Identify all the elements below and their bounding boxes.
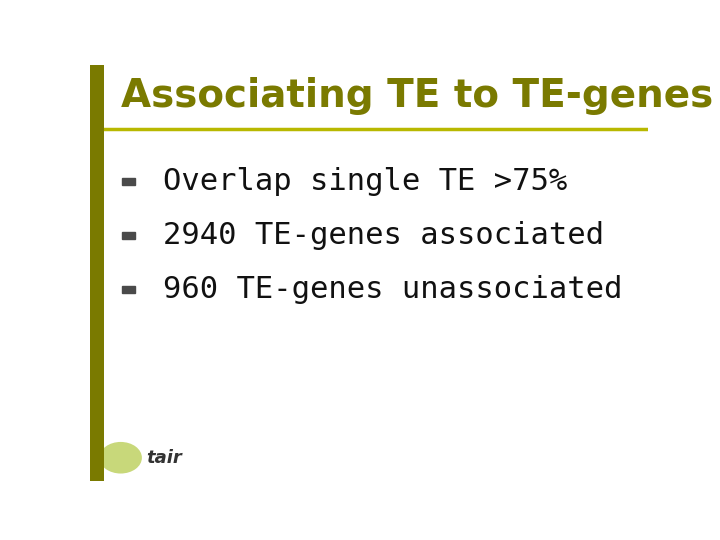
- FancyBboxPatch shape: [90, 65, 104, 481]
- Text: tair: tair: [145, 449, 181, 467]
- Text: Overlap single TE >75%: Overlap single TE >75%: [163, 167, 567, 195]
- FancyBboxPatch shape: [122, 286, 135, 293]
- FancyBboxPatch shape: [122, 232, 135, 239]
- Circle shape: [99, 442, 142, 474]
- Text: 960 TE-genes unassociated: 960 TE-genes unassociated: [163, 275, 622, 304]
- Text: Associating TE to TE-genes: Associating TE to TE-genes: [121, 77, 713, 114]
- Text: 2940 TE-genes associated: 2940 TE-genes associated: [163, 221, 603, 250]
- FancyBboxPatch shape: [122, 178, 135, 185]
